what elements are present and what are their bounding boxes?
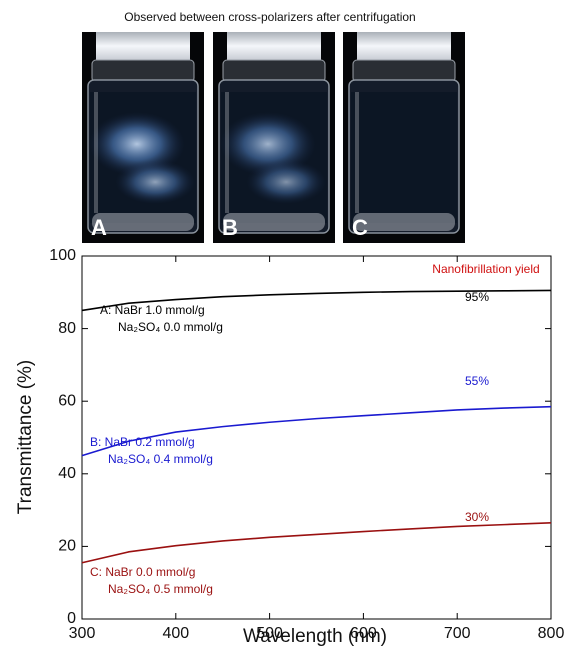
vial-bottom [92,213,194,231]
vial-neck [352,59,456,83]
photo-caption: Observed between cross-polarizers after … [124,10,415,24]
vial-bottom [353,213,455,231]
y-tick-label: 60 [58,392,76,409]
vial-highlight [225,92,229,213]
birefringence [88,112,185,176]
x-tick-label: 800 [538,625,565,642]
y-tick-label: 80 [58,320,76,337]
photo-label: C [352,215,368,240]
y-tick-label: 0 [67,610,76,627]
photo-label: A [91,215,107,240]
vial-neck [222,59,326,83]
yield-label: 30% [465,510,489,524]
series-label: B: NaBr 0.2 mmol/g [90,435,195,449]
y-tick-label: 100 [49,247,76,264]
series-label: Na₂SO₄ 0.0 mmol/g [118,320,223,334]
y-axis-label: Transmittance (%) [15,360,36,515]
x-tick-label: 700 [444,625,471,642]
vial-neck [91,59,195,83]
annotation: Nanofibrillation yield [432,262,539,276]
x-tick-label: 600 [350,625,377,642]
photo: A [82,32,204,243]
series-line [81,522,552,564]
x-tick-label: 300 [69,625,96,642]
vial-cap [96,32,190,60]
series-line [81,289,552,312]
vial-highlight [355,92,359,213]
photo: C [343,32,465,243]
x-tick-label: 500 [256,625,283,642]
series-label: A: NaBr 1.0 mmol/g [100,303,205,317]
vial-highlight [94,92,98,213]
series-label: Na₂SO₄ 0.4 mmol/g [108,452,213,466]
birefringence [115,160,196,204]
series-line [81,405,552,457]
y-tick-label: 20 [58,538,76,555]
series-label: Na₂SO₄ 0.5 mmol/g [108,582,213,596]
birefringence [219,112,316,176]
vial-cap [227,32,321,60]
yield-label: 95% [465,290,489,304]
x-axis-label: Wavelength (nm) [243,626,387,647]
plot-frame [81,255,552,620]
photo: B [213,32,335,243]
x-tick-label: 400 [162,625,189,642]
yield-label: 55% [465,374,489,388]
series-label: C: NaBr 0.0 mmol/g [90,565,195,579]
photo-label: B [222,215,238,240]
y-tick-label: 40 [58,465,76,482]
birefringence [246,160,327,204]
vial-cap [357,32,451,60]
vial-liquid [351,92,457,223]
vial-bottom [223,213,325,231]
